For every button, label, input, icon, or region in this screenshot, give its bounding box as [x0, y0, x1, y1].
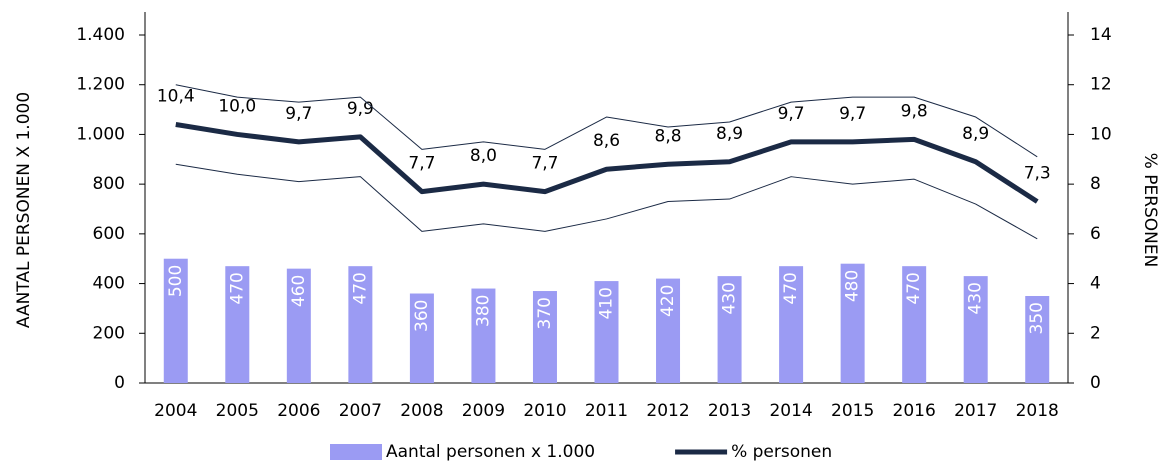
y-tick-label: 200	[93, 323, 125, 343]
bar-label: 480	[843, 270, 863, 302]
bar	[348, 266, 373, 383]
x-tick-label: 2004	[154, 401, 197, 421]
line	[175, 122, 1039, 204]
bar	[163, 258, 188, 383]
bar	[717, 276, 742, 383]
bar-label: 360	[412, 300, 432, 332]
x-tick-label: 2006	[277, 401, 320, 421]
bar-label: 500	[166, 265, 186, 297]
bar-label: 410	[597, 287, 617, 319]
y-tick-label: 800	[93, 174, 125, 194]
bar-label: 470	[227, 272, 247, 304]
line-label: 8,9	[962, 124, 989, 144]
bar	[1025, 296, 1050, 383]
y-tick-label: 600	[93, 224, 125, 244]
line-label: 7,7	[408, 154, 435, 174]
legend-swatch	[330, 444, 382, 460]
bar-label: 350	[1027, 302, 1047, 334]
bar-label: 470	[904, 272, 924, 304]
y-tick-label: 1.000	[76, 124, 125, 144]
x-tick-label: 2017	[954, 401, 997, 421]
line-label: 10,0	[218, 96, 256, 116]
line-label: 7,3	[1024, 164, 1051, 184]
x-tick-label: 2011	[585, 401, 628, 421]
x-tick-label: 2015	[831, 401, 874, 421]
y2-tick-label: 14	[1090, 25, 1112, 45]
y-tick-label: 1.200	[76, 75, 125, 95]
line-label: 8,8	[655, 126, 682, 146]
bar-label: 470	[781, 272, 801, 304]
x-tick-label: 2018	[1016, 401, 1059, 421]
line-label: 9,7	[839, 104, 866, 124]
bar-label: 470	[350, 272, 370, 304]
bar	[779, 266, 804, 383]
bar-label: 430	[966, 282, 986, 314]
bar-label: 370	[535, 297, 555, 329]
bar-label: 430	[720, 282, 740, 314]
bar	[532, 291, 557, 383]
x-tick-label: 2010	[523, 401, 566, 421]
line	[175, 163, 1038, 240]
bar-label: 460	[289, 275, 309, 307]
line-label: 9,7	[778, 104, 805, 124]
legend-label: Aantal personen x 1.000	[386, 442, 595, 462]
bar	[409, 293, 434, 383]
y2-tick-label: 4	[1090, 274, 1101, 294]
x-tick-label: 2014	[769, 401, 812, 421]
y2-tick-label: 2	[1090, 323, 1101, 343]
bar	[902, 266, 927, 383]
x-tick-label: 2016	[893, 401, 936, 421]
line-label: 9,7	[285, 104, 312, 124]
y-tick-label: 0	[114, 373, 125, 393]
bar	[656, 278, 681, 383]
x-tick-label: 2009	[462, 401, 505, 421]
line-label: 8,6	[593, 131, 620, 151]
x-tick-label: 2012	[646, 401, 689, 421]
y2-tick-label: 8	[1090, 174, 1101, 194]
line-label: 10,4	[157, 86, 195, 106]
y2-tick-label: 10	[1090, 124, 1112, 144]
line-label: 9,9	[347, 99, 374, 119]
line-label: 9,8	[901, 101, 928, 121]
x-tick-label: 2008	[400, 401, 443, 421]
bar-label: 380	[473, 295, 493, 327]
x-tick-label: 2013	[708, 401, 751, 421]
y-tick-label: 1.400	[76, 25, 125, 45]
line-label: 8,0	[470, 146, 497, 166]
legend-label: % personen	[731, 442, 832, 462]
bar	[840, 263, 865, 383]
bar	[286, 268, 311, 383]
y2-tick-label: 12	[1090, 75, 1112, 95]
bar	[471, 288, 496, 383]
bar	[225, 266, 250, 383]
bar-label: 420	[658, 285, 678, 317]
y2-tick-label: 6	[1090, 224, 1101, 244]
line-label: 7,7	[531, 154, 558, 174]
bar	[594, 281, 619, 383]
y-axis-title: AANTAL PERSONEN X 1.000	[14, 92, 34, 328]
y2-tick-label: 0	[1090, 373, 1101, 393]
line-label: 8,9	[716, 124, 743, 144]
y2-axis-title: % PERSONEN	[1140, 153, 1160, 268]
x-tick-label: 2005	[216, 401, 259, 421]
line	[175, 84, 1038, 158]
x-tick-label: 2007	[339, 401, 382, 421]
bar	[963, 276, 988, 383]
y-tick-label: 400	[93, 274, 125, 294]
